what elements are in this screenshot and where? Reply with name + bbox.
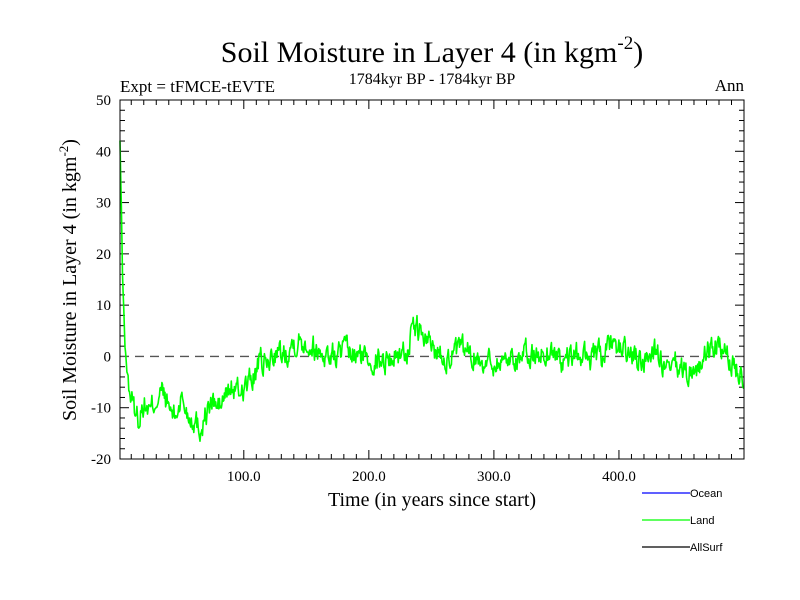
y-tick-label: 50 — [96, 93, 111, 109]
series-line-land — [119, 140, 745, 443]
plot-area — [119, 140, 745, 443]
y-tick-label: 40 — [96, 144, 111, 160]
expt-label: Expt = tFMCE-tEVTE — [120, 77, 275, 96]
axis-tick-labels: -20 -10 0 10 20 30 40 50 100.0 200.0 300.0 400.0 — [91, 93, 636, 485]
legend-label: AllSurf — [690, 542, 723, 554]
legend: Ocean Land AllSurf — [642, 488, 723, 554]
legend-label: Land — [690, 515, 714, 527]
x-axis-label: Time (in years since start) — [328, 489, 536, 511]
y-tick-label: 10 — [96, 298, 111, 314]
season-label: Ann — [715, 76, 745, 95]
chart-subtitle: 1784kyr BP - 1784kyr BP — [349, 71, 516, 88]
y-tick-label: 0 — [104, 349, 112, 365]
y-tick-label: -10 — [91, 401, 111, 417]
legend-label: Ocean — [690, 488, 722, 500]
y-tick-label: 30 — [96, 196, 111, 212]
y-axis-label: Soil Moisture in Layer 4 (in kgm-2) — [56, 139, 81, 421]
chart-title: Soil Moisture in Layer 4 (in kgm-2) — [221, 33, 643, 69]
y-tick-label: -20 — [91, 452, 111, 468]
x-tick-label: 400.0 — [602, 469, 636, 485]
x-tick-label: 300.0 — [477, 469, 511, 485]
axis-ticks — [120, 99, 744, 460]
x-tick-label: 200.0 — [352, 469, 386, 485]
x-tick-label: 100.0 — [227, 469, 261, 485]
plot-frame — [119, 99, 745, 460]
y-tick-label: 20 — [96, 247, 111, 263]
